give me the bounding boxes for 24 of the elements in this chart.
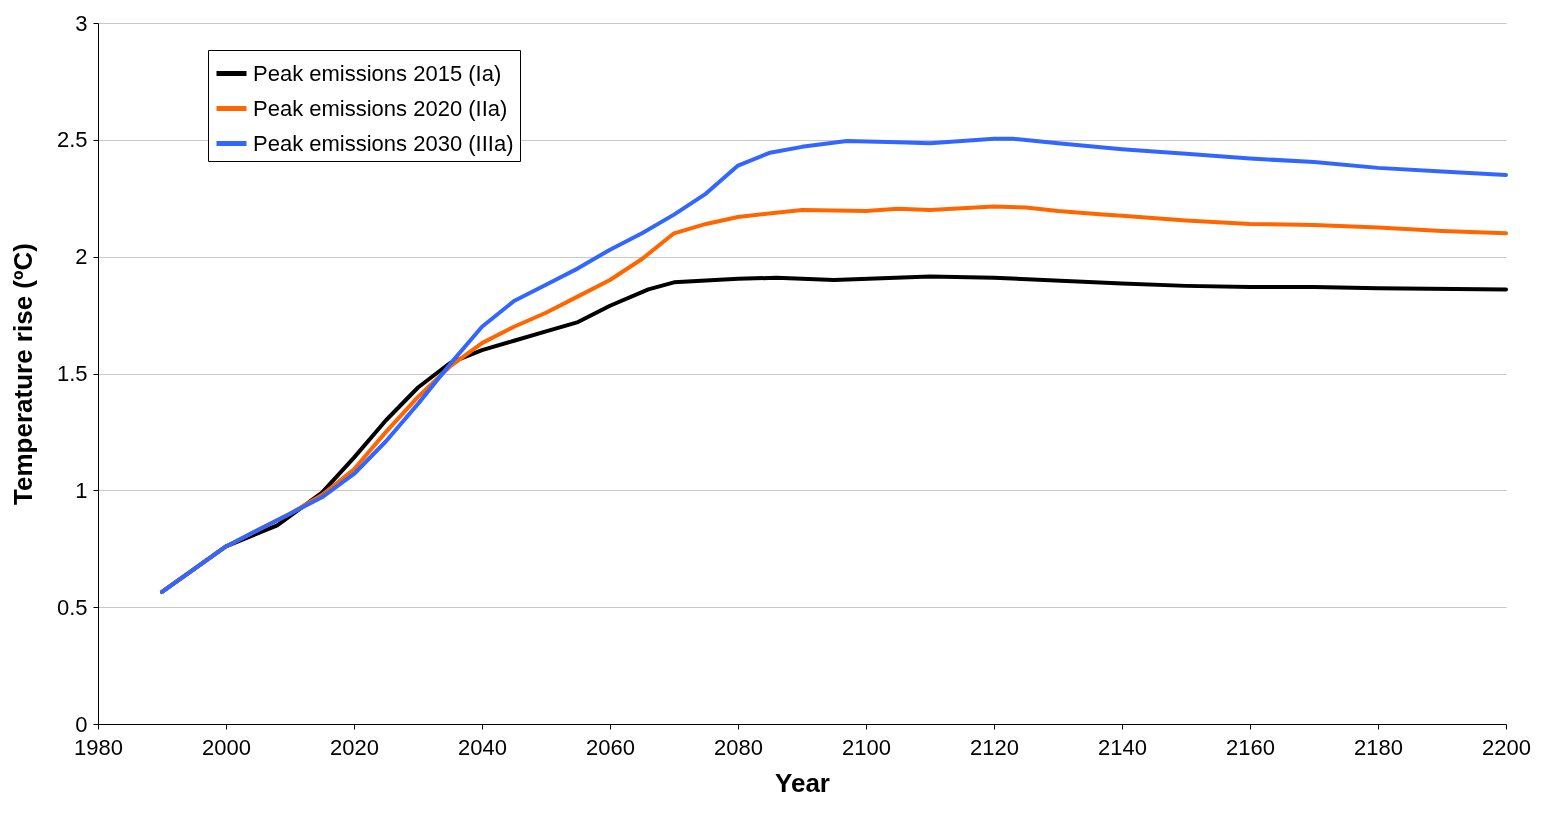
y-tick-label: 0.5 [56, 594, 88, 620]
x-tick-label: 2020 [330, 734, 379, 760]
x-tick-label: 2040 [458, 734, 507, 760]
y-tick-label: 0 [75, 711, 88, 737]
x-tick-label: 2200 [1482, 734, 1531, 760]
x-tick-label: 1980 [74, 734, 123, 760]
x-tick-label: 2180 [1354, 734, 1403, 760]
x-axis-title: Year [775, 767, 830, 798]
legend-label: Peak emissions 2015 (Ia) [253, 60, 502, 86]
y-tick-label: 2.5 [56, 127, 88, 153]
y-tick-label: 2 [75, 244, 88, 270]
x-tick-label: 2000 [202, 734, 251, 760]
legend-label: Peak emissions 2030 (IIIa) [253, 130, 514, 156]
x-tick-label: 2080 [714, 734, 763, 760]
legend-label: Peak emissions 2020 (IIa) [253, 95, 508, 121]
y-axis-title: Temperature rise (ºC) [7, 243, 38, 505]
x-tick-label: 2160 [1226, 734, 1275, 760]
y-tick-label: 1 [75, 477, 88, 503]
x-tick-label: 2100 [842, 734, 891, 760]
y-tick-label: 3 [75, 10, 88, 36]
x-tick-label: 2060 [586, 734, 635, 760]
y-tick-label: 1.5 [56, 361, 88, 386]
x-tick-label: 2120 [970, 734, 1019, 760]
x-tick-label: 2140 [1098, 734, 1147, 760]
